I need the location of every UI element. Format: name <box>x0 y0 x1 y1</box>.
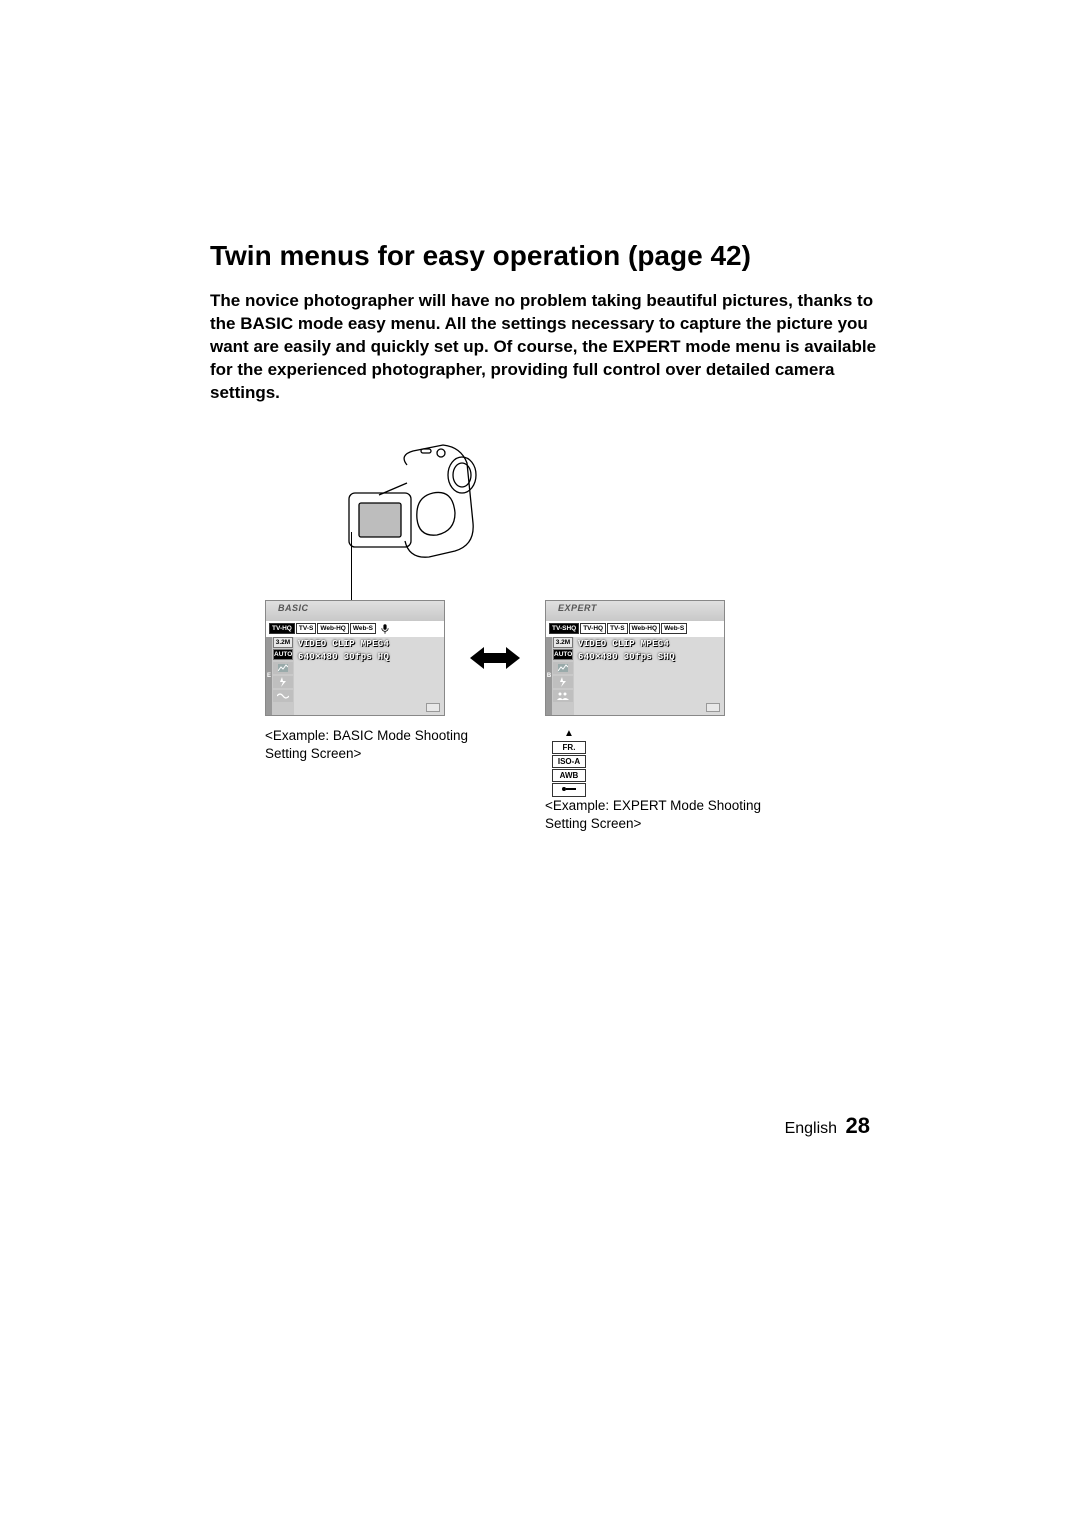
footer-language: English <box>785 1120 837 1137</box>
leader-line <box>351 532 352 602</box>
expert-side-auto: AUTO <box>553 649 573 660</box>
basic-top-tabs: TV-HQ TV-S Web-HQ Web-S <box>266 621 444 637</box>
expert-corner-icon <box>706 703 720 712</box>
manual-page: Twin menus for easy operation (page 42) … <box>0 0 1080 1529</box>
expert-side-icon-flash <box>553 676 573 688</box>
figure-area: BASIC TV-HQ TV-S Web-HQ Web-S E 3.2M AUT… <box>265 435 925 915</box>
basic-side-icon-1 <box>273 662 293 674</box>
basic-main: VIDEO CLIP MPEG4 640×480 30fps HQ <box>294 637 444 715</box>
expert-msg2: 640×480 30fps SHQ <box>574 650 724 664</box>
tab-e-tv-hq: TV-HQ <box>580 623 606 634</box>
mic-icon <box>381 624 389 634</box>
basic-side-32m: 3.2M <box>273 637 293 648</box>
tab-e-tv-s: TV-S <box>607 623 627 634</box>
btab-tool-icon <box>552 783 586 797</box>
section-heading: Twin menus for easy operation (page 42) <box>210 240 880 272</box>
basic-body: E 3.2M AUTO VIDEO CLIP MPEG4 640×480 30f… <box>266 637 444 715</box>
page-footer: English 28 <box>785 1113 870 1139</box>
bidirectional-arrow-icon <box>470 645 520 671</box>
tab-tv-s: TV-S <box>296 623 316 634</box>
tab-e-web-s: Web-S <box>661 623 687 634</box>
basic-caption: <Example: BASIC Mode Shooting Setting Sc… <box>265 727 485 763</box>
expert-top-tabs: TV-SHQ TV-HQ TV-S Web-HQ Web-S <box>546 621 724 637</box>
tab-e-web-hq: Web-HQ <box>629 623 661 634</box>
tab-web-hq: Web-HQ <box>317 623 349 634</box>
basic-msg1: VIDEO CLIP MPEG4 <box>294 637 444 651</box>
expert-msg1: VIDEO CLIP MPEG4 <box>574 637 724 651</box>
expert-title: EXPERT <box>558 603 597 613</box>
tab-tv-shq: TV-SHQ <box>549 623 579 634</box>
basic-side: 3.2M AUTO <box>272 637 294 715</box>
tab-web-s: Web-S <box>350 623 376 634</box>
expert-caption: <Example: EXPERT Mode Shooting Setting S… <box>545 797 765 833</box>
btab-awb: AWB <box>552 769 586 782</box>
section-body: The novice photographer will have no pro… <box>210 290 880 405</box>
expert-side-icon-people <box>553 690 573 702</box>
expert-side: 3.2M AUTO <box>552 637 574 715</box>
basic-msg2: 640×480 30fps HQ <box>294 650 444 664</box>
tab-tv-hq: TV-HQ <box>269 623 295 634</box>
basic-side-icon-2 <box>273 690 293 702</box>
btab-iso: ISO-A <box>552 755 586 768</box>
basic-corner-icon <box>426 703 440 712</box>
basic-header: BASIC <box>266 601 444 621</box>
expert-body: B 3.2M AUTO VIDEO CLIP MPEG4 640×480 30f… <box>546 637 724 715</box>
expert-side-32m: 3.2M <box>553 637 573 648</box>
camera-illustration <box>337 435 497 595</box>
expert-screen: EXPERT TV-SHQ TV-HQ TV-S Web-HQ Web-S B … <box>545 600 725 716</box>
expert-main: VIDEO CLIP MPEG4 640×480 30fps SHQ <box>574 637 724 715</box>
expert-bottom-tabs: ▲ FR. ISO-A AWB <box>552 727 586 798</box>
expert-header: EXPERT <box>546 601 724 621</box>
up-arrow-icon: ▲ <box>552 727 586 740</box>
basic-side-auto: AUTO <box>273 649 293 660</box>
basic-side-icon-flash <box>273 676 293 688</box>
expert-side-icon-1 <box>553 662 573 674</box>
footer-page-number: 28 <box>846 1113 870 1138</box>
btab-fr: FR. <box>552 741 586 754</box>
basic-title: BASIC <box>278 603 309 613</box>
basic-screen: BASIC TV-HQ TV-S Web-HQ Web-S E 3.2M AUT… <box>265 600 445 716</box>
